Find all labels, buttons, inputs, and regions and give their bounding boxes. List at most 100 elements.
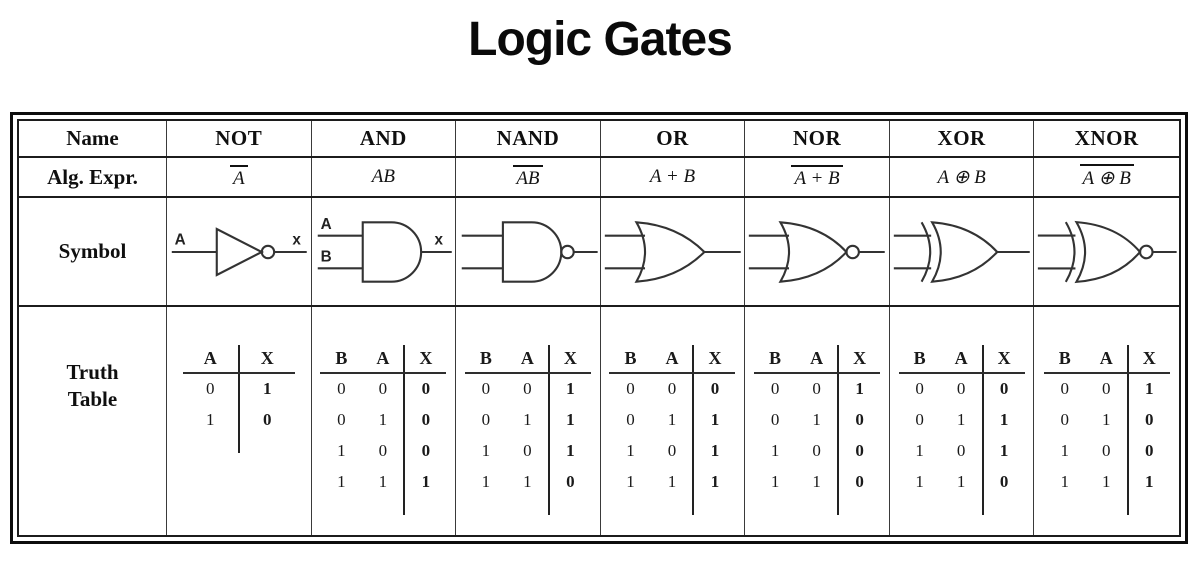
truth-value: 1 (337, 471, 346, 491)
truth-value: 1 (1126, 373, 1170, 404)
truth-value: 0 (481, 379, 491, 398)
truth-value: 1 (692, 404, 736, 435)
truth-value: 0 (956, 379, 966, 398)
truth-value: 0 (403, 373, 447, 404)
alg-expr-cell-nor: A + B (745, 158, 890, 196)
truth-table-tail (609, 497, 736, 515)
truth-value: 1 (547, 435, 591, 466)
gate-name-and: AND (312, 121, 457, 156)
logic-gates-table-frame: Name NOT AND NAND OR NOR XOR XNOR Alg. Expr. A… (10, 112, 1188, 544)
truth-value: 1 (626, 440, 635, 460)
truth-value: 0 (547, 466, 591, 497)
truth-header: A (1085, 345, 1128, 374)
truth-header: A (940, 345, 983, 374)
truth-value: 1 (378, 409, 388, 429)
truth-value: 0 (378, 379, 388, 398)
truth-value: 0 (915, 379, 924, 398)
logic-gates-table: Name NOT AND NAND OR NOR XOR XNOR Alg. Expr. A… (17, 119, 1181, 537)
truth-value: 0 (523, 379, 532, 398)
truth-header: A (182, 345, 239, 374)
truth-value: 0 (481, 409, 491, 429)
truth-value: 0 (667, 379, 677, 398)
truth-header: B (464, 345, 507, 374)
truth-table-tail (183, 435, 295, 453)
expression-text: AB (513, 164, 543, 190)
truth-value: 1 (692, 466, 736, 497)
truth-value: 0 (956, 440, 966, 460)
gate-name-nor: NOR (745, 121, 890, 156)
truth-value: 0 (337, 379, 346, 398)
truth-table-tail (320, 497, 447, 515)
expression-text: A ⊕ B (1079, 164, 1134, 190)
truth-value: 0 (915, 409, 924, 429)
expression-text: A + B (791, 164, 843, 190)
truth-value: 1 (403, 466, 447, 497)
truth-value: 0 (626, 409, 635, 429)
truth-header: X (837, 345, 881, 374)
xor-gate-icon (893, 220, 1030, 283)
gate-output-label: x (292, 231, 301, 248)
truth-value: 0 (378, 440, 388, 460)
symbol-cell-or (601, 198, 746, 305)
nor-gate-icon (749, 220, 886, 283)
truth-value: 0 (837, 466, 881, 497)
alg-expr-cell-and: AB (312, 158, 457, 196)
truth-value: 1 (981, 404, 1025, 435)
truth-value: 1 (1101, 471, 1111, 491)
alg-expr-cell-or: A + B (601, 158, 746, 196)
gate-input-label: A (175, 231, 186, 248)
truth-value: 0 (1126, 404, 1170, 435)
truth-value: 1 (770, 440, 780, 460)
truth-value: 0 (1126, 435, 1170, 466)
expression-text: A (229, 164, 248, 190)
truth-value: 1 (237, 373, 295, 404)
symbol-cell-nor (745, 198, 890, 305)
truth-header: A (651, 345, 694, 374)
truth-value: 0 (812, 379, 821, 398)
truth-value: 1 (378, 471, 388, 491)
truth-value: 1 (626, 471, 635, 491)
truth-value: 1 (481, 440, 491, 460)
truth-table-tail (465, 497, 591, 515)
truth-header: B (320, 345, 363, 374)
truth-header: X (981, 345, 1025, 374)
truth-value: 1 (206, 409, 215, 429)
gate-name-nand: NAND (456, 121, 601, 156)
page-title: Logic Gates (468, 13, 733, 66)
truth-table-label-line2: Table (67, 387, 118, 412)
truth-value: 1 (1126, 466, 1170, 497)
truth-value: 0 (403, 404, 447, 435)
symbol-cell-xor (890, 198, 1035, 305)
row-name: Name NOT AND NAND OR NOR XOR XNOR (19, 121, 1179, 158)
alg-expr-cell-xor: A ⊕ B (890, 158, 1035, 196)
truth-value: 0 (206, 379, 215, 398)
truth-header: X (403, 345, 447, 374)
nand-gate-icon (461, 220, 598, 283)
truth-value: 1 (1060, 440, 1069, 460)
truth-value: 1 (667, 471, 677, 491)
